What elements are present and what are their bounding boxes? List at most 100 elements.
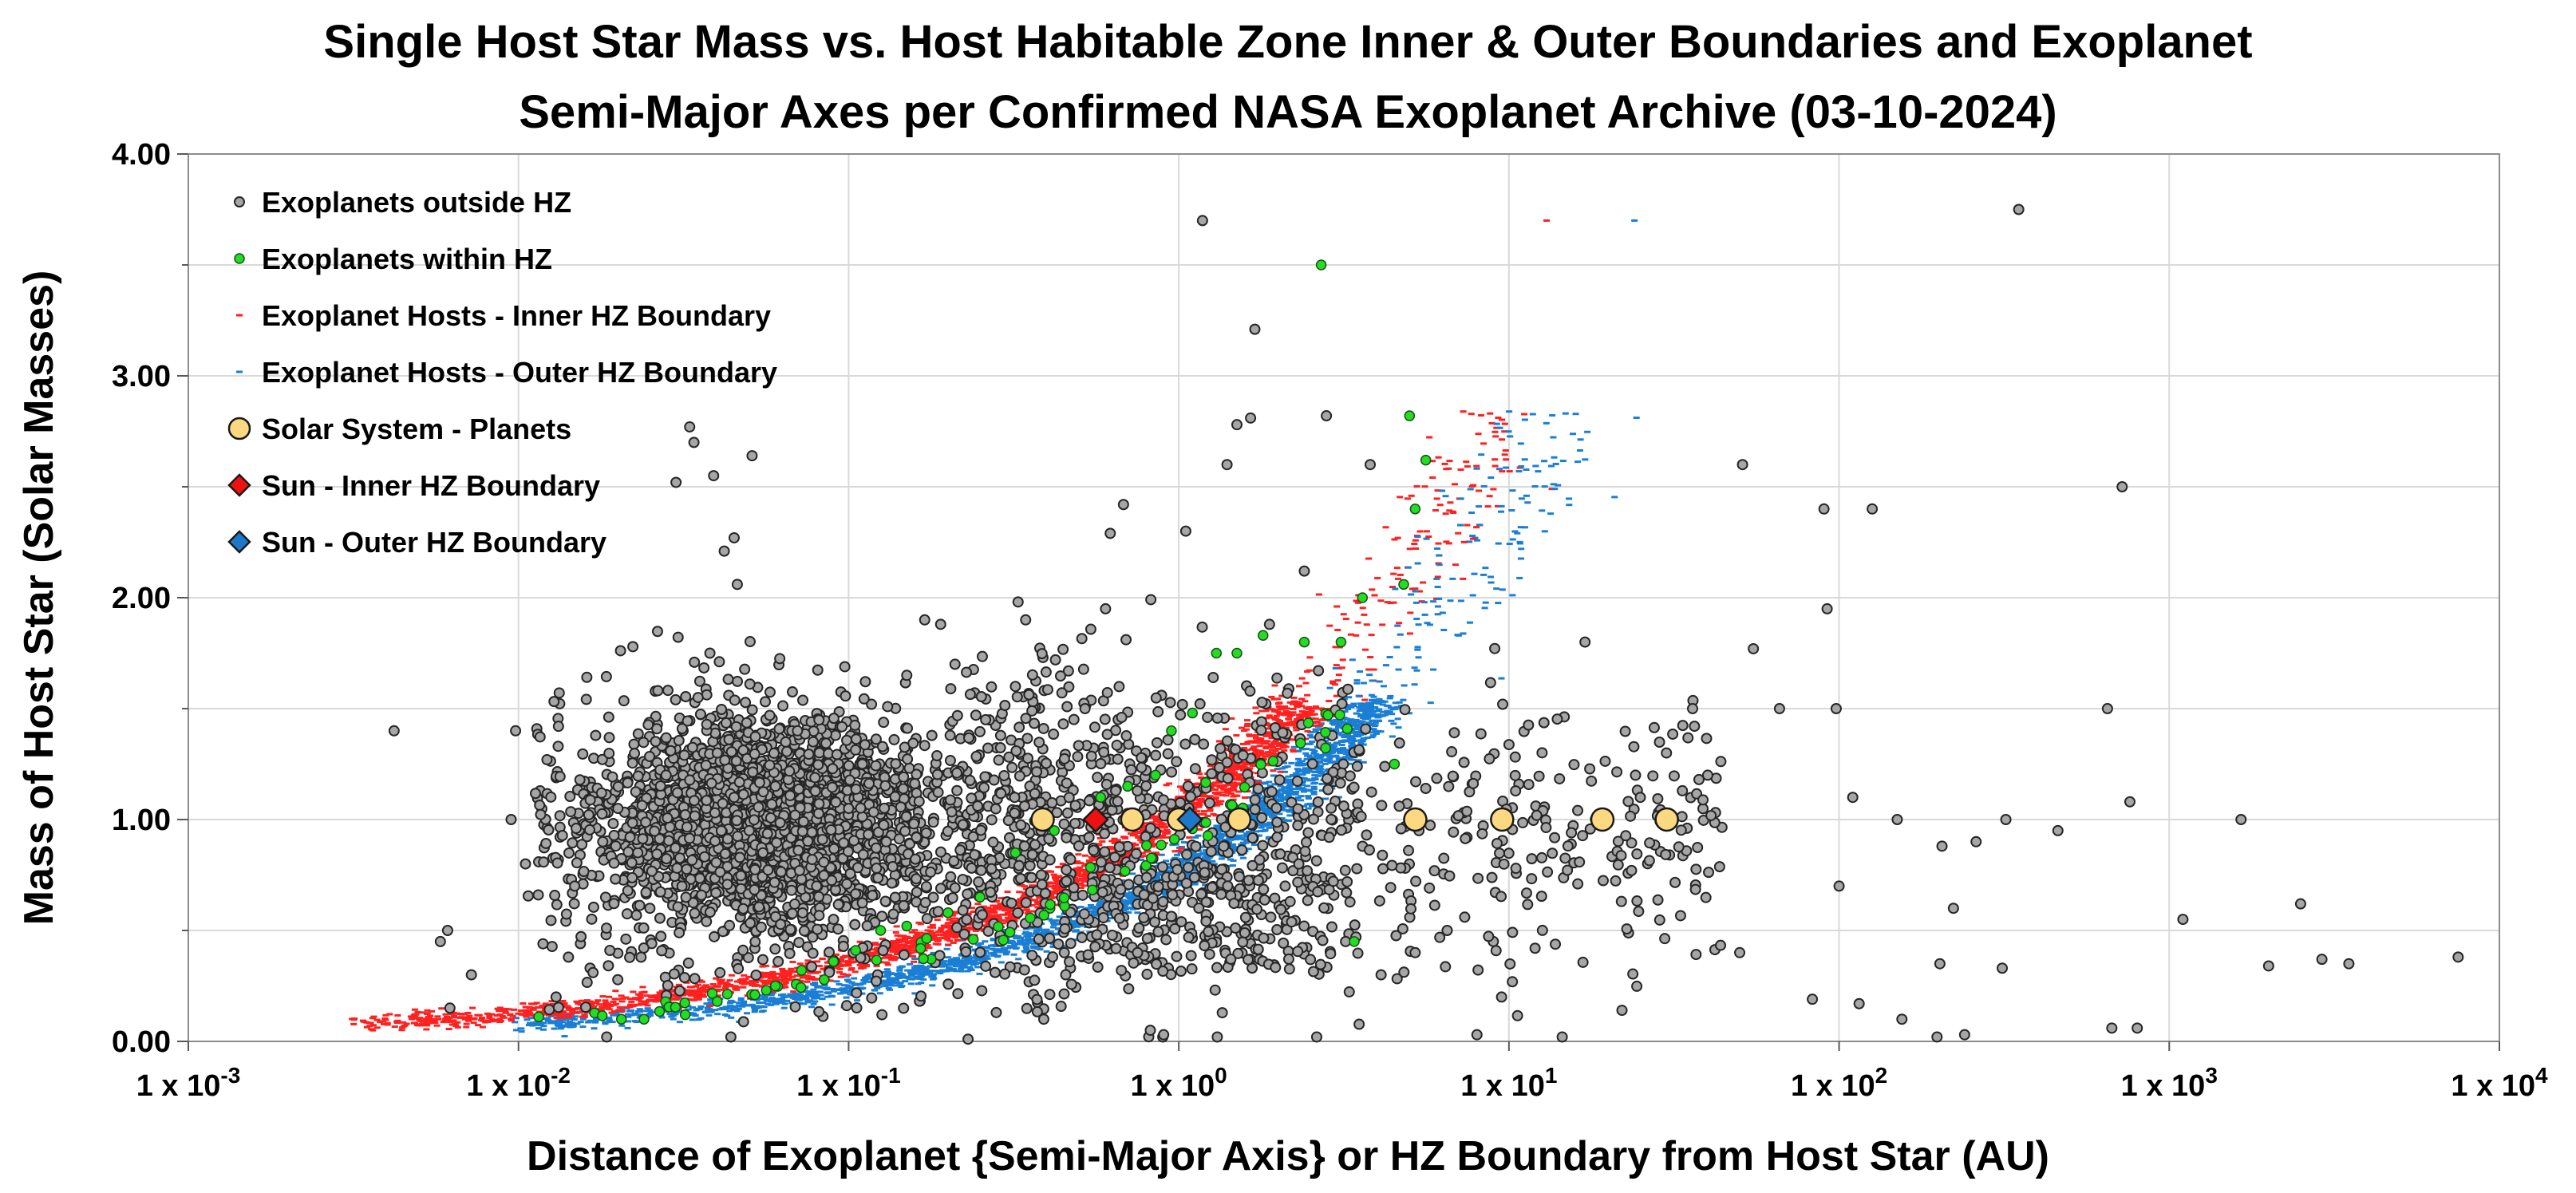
inner-hz-boundary-dash xyxy=(973,929,980,932)
inner-hz-boundary-dash xyxy=(934,930,942,934)
inner-hz-boundary-dash xyxy=(414,1023,421,1026)
outer-hz-boundary-dash xyxy=(695,1007,702,1010)
inner-hz-boundary-dash xyxy=(549,1002,556,1005)
inner-hz-boundary-dash xyxy=(548,1000,555,1003)
inner-hz-boundary-dash xyxy=(1153,823,1160,826)
inner-hz-boundary-dash xyxy=(1159,836,1166,839)
inner-hz-boundary-dash xyxy=(1223,770,1231,773)
outer-hz-boundary-dash xyxy=(1309,748,1316,751)
outer-hz-boundary-dash xyxy=(1078,924,1085,927)
outer-hz-boundary-dash xyxy=(857,982,864,986)
inner-hz-boundary-dash xyxy=(637,996,644,999)
inner-hz-boundary-dash xyxy=(350,1018,358,1021)
outer-hz-boundary-dash xyxy=(1434,605,1441,608)
inner-hz-boundary-dash xyxy=(611,997,618,1001)
outer-hz-boundary-dash xyxy=(882,982,889,986)
inner-hz-boundary-dash xyxy=(479,1017,486,1020)
inner-hz-boundary-dash xyxy=(734,986,741,989)
outer-hz-boundary-dash xyxy=(571,1018,578,1021)
outer-hz-boundary-dash xyxy=(1128,895,1135,898)
outer-hz-boundary-dash xyxy=(765,1002,772,1005)
outer-hz-boundary-dash xyxy=(1482,601,1489,604)
inner-hz-boundary-dash xyxy=(1073,867,1080,871)
inner-hz-boundary-dash xyxy=(1229,763,1236,766)
inner-hz-boundary-dash xyxy=(1228,792,1235,795)
inner-hz-boundary-dash xyxy=(845,955,852,958)
inner-hz-boundary-dash xyxy=(427,1014,434,1017)
outer-hz-boundary-dash xyxy=(756,1001,763,1005)
outer-hz-boundary-dash xyxy=(833,989,840,992)
inner-hz-boundary-dash xyxy=(628,1000,635,1003)
inner-hz-boundary-dash xyxy=(1432,509,1439,512)
inner-hz-boundary-dash xyxy=(894,953,901,956)
inner-hz-boundary-dash xyxy=(417,1017,424,1020)
inner-hz-boundary-dash xyxy=(929,931,936,934)
outer-hz-boundary-dash xyxy=(1321,758,1328,761)
outer-hz-boundary-dash xyxy=(1345,696,1353,699)
outer-hz-boundary-dash xyxy=(1521,458,1528,461)
inner-hz-boundary-dash xyxy=(1413,485,1420,488)
outer-hz-boundary-dash xyxy=(1290,774,1297,777)
inner-hz-boundary-dash xyxy=(940,934,947,937)
inner-hz-boundary-dash xyxy=(1194,810,1201,813)
inner-hz-boundary-dash xyxy=(1241,747,1248,750)
inner-hz-boundary-dash xyxy=(804,974,812,978)
outer-hz-boundary-dash xyxy=(559,1021,567,1024)
inner-hz-boundary-dash xyxy=(769,970,776,974)
inner-hz-boundary-dash xyxy=(1293,729,1300,732)
outer-hz-boundary-dash xyxy=(1053,932,1060,935)
inner-hz-boundary-dash xyxy=(641,990,648,994)
inner-hz-boundary-dash xyxy=(706,1005,713,1008)
outer-hz-boundary-dash xyxy=(1214,835,1221,839)
inner-hz-boundary-dash xyxy=(1096,836,1104,839)
outer-hz-boundary-dash xyxy=(1022,942,1029,945)
inner-hz-boundary-dash xyxy=(1053,881,1061,884)
inner-hz-boundary-dash xyxy=(693,995,700,998)
outer-hz-boundary-dash xyxy=(1243,839,1250,843)
outer-hz-boundary-dash xyxy=(788,993,796,996)
outer-hz-boundary-dash xyxy=(624,1026,631,1029)
inner-hz-boundary-dash xyxy=(1227,772,1234,775)
outer-hz-boundary-dash xyxy=(996,948,1003,951)
outer-hz-boundary-dash xyxy=(1229,864,1236,867)
outer-hz-boundary-dash xyxy=(1262,824,1270,827)
inner-hz-boundary-dash xyxy=(394,1013,401,1017)
inner-hz-boundary-dash xyxy=(1231,788,1238,792)
outer-hz-boundary-dash xyxy=(1413,669,1420,672)
outer-hz-boundary-dash xyxy=(1390,722,1397,725)
inner-hz-boundary-dash xyxy=(535,1006,542,1009)
outer-hz-boundary-dash xyxy=(1030,946,1037,950)
inner-hz-boundary-dash xyxy=(1193,803,1200,806)
inner-hz-boundary-dash xyxy=(1473,526,1480,529)
outer-hz-boundary-dash xyxy=(1457,497,1464,500)
outer-hz-boundary-dash xyxy=(1327,761,1334,764)
outer-hz-boundary-dash xyxy=(570,1024,577,1027)
inner-hz-boundary-dash xyxy=(599,995,606,998)
inner-hz-boundary-dash xyxy=(1246,733,1253,737)
outer-hz-boundary-dash xyxy=(839,987,846,990)
inner-hz-boundary-dash xyxy=(673,997,680,1001)
inner-hz-boundary-dash xyxy=(576,1010,583,1013)
outer-hz-boundary-dash xyxy=(1120,899,1127,902)
inner-hz-boundary-dash xyxy=(1310,724,1318,727)
outer-hz-boundary-dash xyxy=(1457,599,1464,602)
inner-hz-boundary-dash xyxy=(1213,804,1220,807)
inner-hz-boundary-dash xyxy=(486,1016,493,1019)
inner-hz-boundary-dash xyxy=(917,922,924,926)
outer-hz-boundary-dash xyxy=(1326,686,1333,689)
inner-hz-boundary-dash xyxy=(1239,767,1246,770)
inner-hz-boundary-dash xyxy=(1231,784,1238,788)
inner-hz-boundary-dash xyxy=(1233,778,1240,781)
outer-hz-boundary-dash xyxy=(1134,911,1141,915)
outer-hz-boundary-dash xyxy=(733,1009,741,1013)
outer-hz-boundary-dash xyxy=(1329,748,1337,751)
inner-hz-boundary-dash xyxy=(844,974,851,977)
inner-hz-boundary-dash xyxy=(726,979,733,982)
inner-hz-boundary-dash xyxy=(1207,784,1215,787)
outer-hz-boundary-dash xyxy=(1341,756,1349,759)
inner-hz-boundary-dash xyxy=(1051,892,1058,895)
inner-hz-boundary-dash xyxy=(606,1008,613,1011)
inner-hz-boundary-dash xyxy=(701,995,708,998)
outer-hz-boundary-dash xyxy=(1250,843,1258,847)
inner-hz-boundary-dash xyxy=(840,964,847,967)
